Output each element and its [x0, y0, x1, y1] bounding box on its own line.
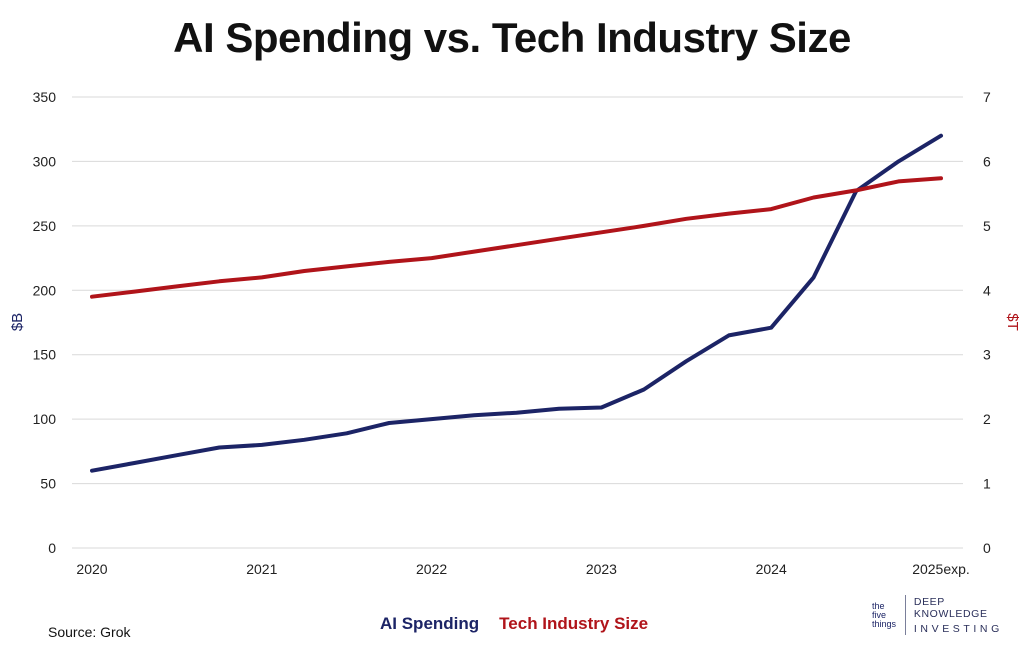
ai-spending-line	[90, 133, 943, 473]
left-tick-label: 250	[33, 218, 57, 234]
right-tick-label: 0	[983, 540, 991, 556]
left-tick-label: 0	[48, 540, 56, 556]
five-things-logo-icon: the five things	[872, 600, 901, 629]
x-tick-label: 2023	[586, 561, 617, 577]
x-tick-label: 2024	[756, 561, 787, 577]
logo-mark-line: things	[872, 618, 897, 629]
logo-mark-line: five	[872, 609, 887, 620]
left-tick-label: 350	[33, 89, 57, 105]
right-tick-label: 5	[983, 218, 991, 234]
left-tick-label: 200	[33, 282, 57, 298]
left-tick-label: 150	[33, 347, 57, 363]
right-axis-ticks: 0 1 2 3 4 5 6 7	[983, 89, 991, 556]
source-note: Source: Grok	[48, 624, 131, 640]
x-tick-label: 2022	[416, 561, 447, 577]
right-axis-label: $T	[1004, 313, 1021, 331]
right-tick-label: 6	[983, 153, 991, 169]
logo-line-2: INVESTING	[913, 622, 1003, 635]
logo-divider	[904, 595, 906, 635]
left-tick-label: 300	[33, 153, 57, 169]
left-tick-label: 100	[33, 411, 57, 427]
legend-ai-spending: AI Spending	[380, 614, 480, 633]
logo-wordmark: DEEP KNOWLEDGE INVESTING	[914, 596, 1018, 635]
right-tick-label: 1	[983, 476, 991, 492]
right-tick-label: 2	[983, 411, 991, 427]
logo-line-1: DEEP KNOWLEDGE	[913, 595, 988, 620]
left-axis-ticks: 0 50 100 150 200 250 300 350	[33, 89, 57, 556]
right-tick-label: 7	[983, 89, 991, 105]
right-tick-label: 3	[983, 347, 991, 363]
left-axis-label: $B	[9, 313, 26, 331]
right-tick-label: 4	[983, 282, 991, 298]
chart-title: AI Spending vs. Tech Industry Size	[173, 14, 851, 61]
x-tick-label: 2021	[246, 561, 277, 577]
logo-mark-line: the	[872, 600, 885, 611]
brand-logo: the five things DEEP KNOWLEDGE INVESTING	[872, 592, 1018, 638]
legend-tech-industry-size: Tech Industry Size	[499, 614, 649, 633]
series-lines	[90, 133, 943, 473]
legend: AI Spending Tech Industry Size	[380, 614, 648, 634]
left-tick-label: 50	[40, 476, 56, 492]
x-tick-label: 2020	[76, 561, 107, 577]
x-tick-label: 2025exp.	[912, 561, 970, 577]
gridlines	[72, 96, 963, 549]
x-axis-ticks: 2020 2021 2022 2023 2024 2025exp.	[76, 561, 969, 577]
